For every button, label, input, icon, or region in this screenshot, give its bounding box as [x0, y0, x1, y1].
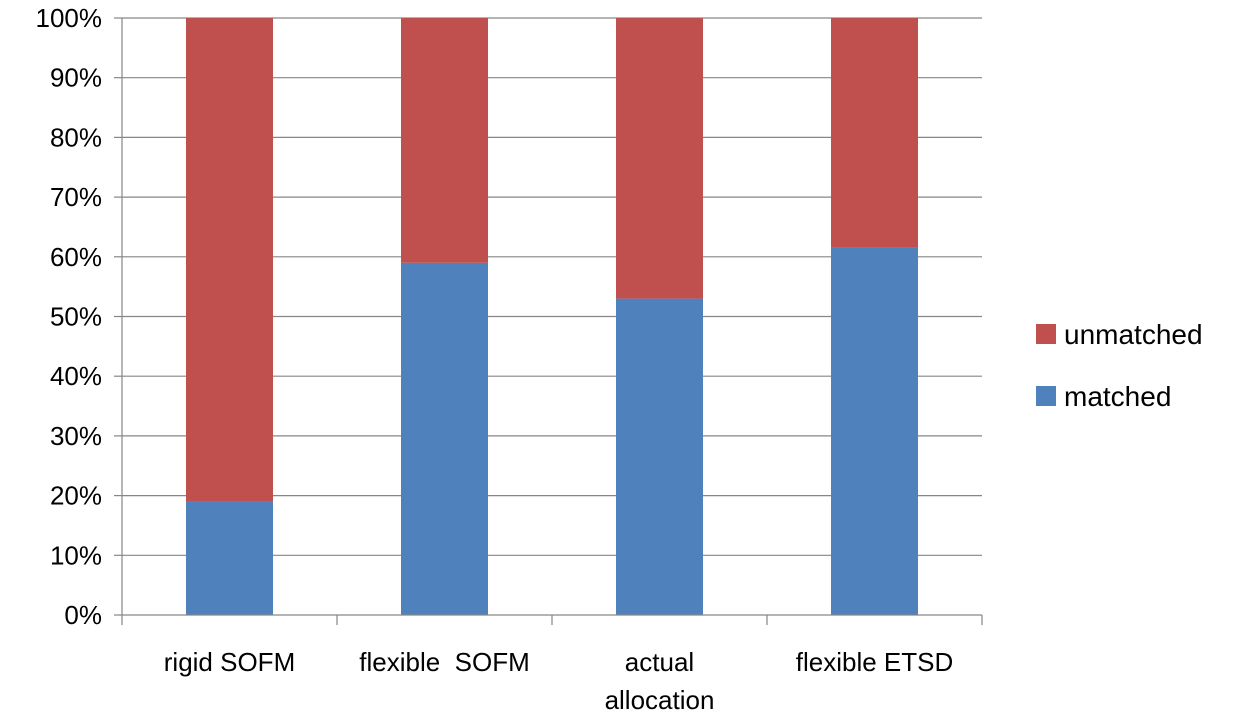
- legend: unmatched matched: [1036, 319, 1203, 412]
- y-tick-label: 30%: [50, 421, 102, 451]
- x-tick-label: allocation: [605, 685, 715, 715]
- y-tick-label: 90%: [50, 63, 102, 93]
- y-tick-label: 70%: [50, 182, 102, 212]
- axes: [114, 17, 983, 625]
- x-tick-label: flexible ETSD: [796, 647, 954, 677]
- bar-matched-3: [831, 247, 918, 615]
- tick-labels: 0% 10% 20% 30% 40% 50% 60% 70% 80% 90% 100% rigid S…: [36, 3, 954, 715]
- legend-label-matched: matched: [1064, 381, 1171, 412]
- bar-unmatched-1: [401, 18, 488, 263]
- legend-swatch-unmatched: [1036, 324, 1056, 344]
- y-tick-label: 60%: [50, 242, 102, 272]
- legend-swatch-matched: [1036, 386, 1056, 406]
- bars: [186, 18, 918, 615]
- legend-label-unmatched: unmatched: [1064, 319, 1203, 350]
- y-tick-label: 20%: [50, 481, 102, 511]
- y-tick-label: 100%: [36, 3, 103, 33]
- bar-matched-0: [186, 501, 273, 615]
- bar-unmatched-0: [186, 18, 273, 502]
- y-tick-label: 0%: [64, 600, 102, 630]
- y-tick-label: 50%: [50, 302, 102, 332]
- bar-matched-1: [401, 262, 488, 615]
- x-tick-label: actual: [625, 647, 694, 677]
- bar-unmatched-3: [831, 18, 918, 248]
- x-tick-label: flexible SOFM: [359, 647, 530, 677]
- y-tick-label: 40%: [50, 361, 102, 391]
- x-tick-label: rigid SOFM: [164, 647, 295, 677]
- y-tick-label: 10%: [50, 540, 102, 570]
- y-tick-label: 80%: [50, 122, 102, 152]
- bar-unmatched-2: [616, 18, 703, 299]
- bar-matched-2: [616, 298, 703, 615]
